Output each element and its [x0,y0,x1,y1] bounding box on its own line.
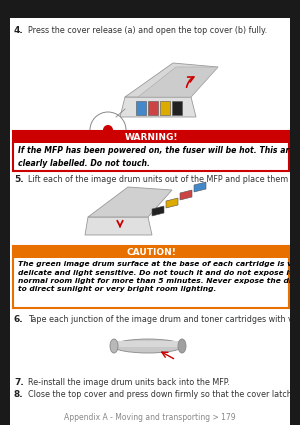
Polygon shape [180,190,192,200]
Bar [0,0,300,18]
Ellipse shape [178,339,186,353]
Ellipse shape [110,339,118,353]
Text: Appendix A - Moving and transporting > 179: Appendix A - Moving and transporting > 1… [64,413,236,422]
Text: If the MFP has been powered on, the fuser will be hot. This area is
clearly labe: If the MFP has been powered on, the fuse… [18,146,300,167]
Text: Press the cover release (a) and open the top cover (b) fully.: Press the cover release (a) and open the… [28,26,267,35]
Bar [172,101,182,115]
Text: 8.: 8. [14,390,24,399]
Text: 4.: 4. [14,26,24,35]
Text: CAUTION!: CAUTION! [126,247,176,257]
Bar [114,341,182,347]
Bar [13,131,289,171]
Ellipse shape [113,339,183,353]
Bar [13,246,289,258]
Polygon shape [88,187,172,217]
Bar [13,246,289,308]
Bar [148,101,158,115]
Bar [290,0,300,425]
Text: 5.: 5. [14,175,24,184]
Polygon shape [152,206,164,216]
Text: 7.: 7. [14,378,24,387]
Bar [0,0,10,425]
Text: Re-install the image drum units back into the MFP.: Re-install the image drum units back int… [28,378,230,387]
Bar [160,101,170,115]
Polygon shape [85,217,152,235]
Bar [13,131,289,143]
Polygon shape [138,67,218,97]
Text: Tape each junction of the image drum and toner cartridges with vinyl tape (1).: Tape each junction of the image drum and… [28,315,300,324]
Text: WARNING!: WARNING! [124,133,178,142]
Polygon shape [194,182,206,192]
Polygon shape [125,63,218,97]
Text: 6.: 6. [14,315,24,324]
Polygon shape [166,198,178,208]
Text: Lift each of the image drum units out of the MFP and place them on a flat table.: Lift each of the image drum units out of… [28,175,300,184]
Polygon shape [120,97,196,117]
Circle shape [90,112,126,148]
Text: Close the top cover and press down firmly so that the cover latches closed.: Close the top cover and press down firml… [28,390,300,399]
Bar [136,101,146,115]
Text: The green image drum surface at the base of each cartridge is very
delicate and : The green image drum surface at the base… [18,261,300,292]
Circle shape [103,125,113,135]
